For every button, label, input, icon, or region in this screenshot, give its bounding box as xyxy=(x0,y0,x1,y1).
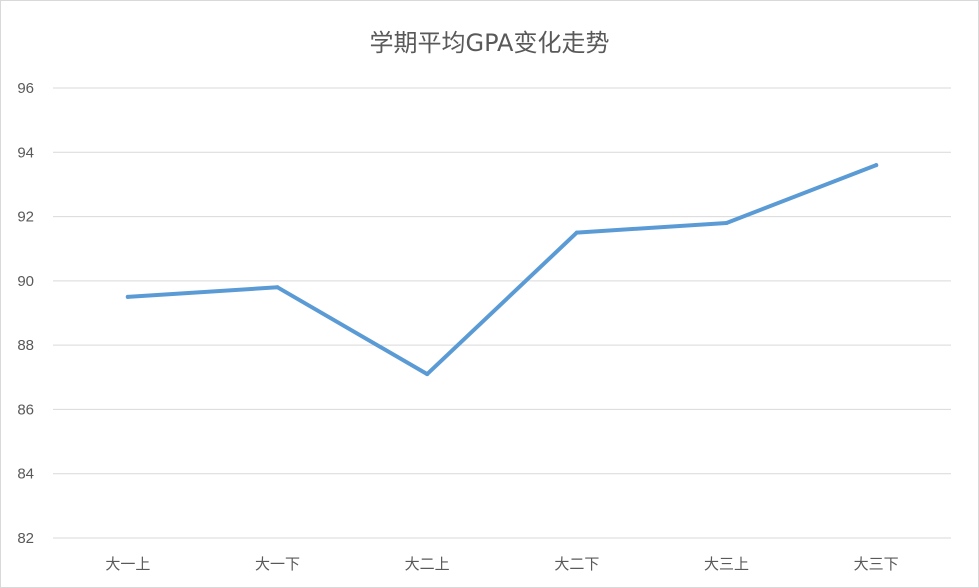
y-tick-label: 84 xyxy=(17,466,34,483)
data-point xyxy=(425,372,430,377)
x-category-label: 大一上 xyxy=(105,555,150,573)
y-tick-label: 96 xyxy=(17,80,34,97)
x-axis-category-labels: 大一上 大一下 大二上 大二下 大三上 大三下 xyxy=(105,555,898,573)
data-point xyxy=(125,294,130,299)
y-tick-label: 90 xyxy=(17,273,34,290)
series-layer xyxy=(125,163,879,377)
y-tick-label: 92 xyxy=(17,209,34,226)
series-line xyxy=(125,163,879,377)
data-point xyxy=(724,221,729,225)
y-tick-label: 82 xyxy=(17,530,34,547)
chart-title: 学期平均GPA变化走势 xyxy=(369,29,610,57)
x-category-label: 大二上 xyxy=(405,555,450,573)
y-axis-tick-labels: 82 84 86 88 90 92 94 96 xyxy=(17,80,34,547)
data-point xyxy=(874,163,879,168)
x-category-label: 大三上 xyxy=(704,555,749,573)
data-point xyxy=(275,285,280,290)
x-category-label: 大三下 xyxy=(854,555,899,573)
x-category-label: 大二下 xyxy=(554,555,599,573)
y-tick-label: 94 xyxy=(17,144,34,161)
x-category-label: 大一下 xyxy=(255,555,300,573)
y-tick-label: 86 xyxy=(17,401,34,418)
data-point xyxy=(574,230,579,235)
y-tick-label: 88 xyxy=(17,337,34,354)
gridlines xyxy=(53,87,951,539)
